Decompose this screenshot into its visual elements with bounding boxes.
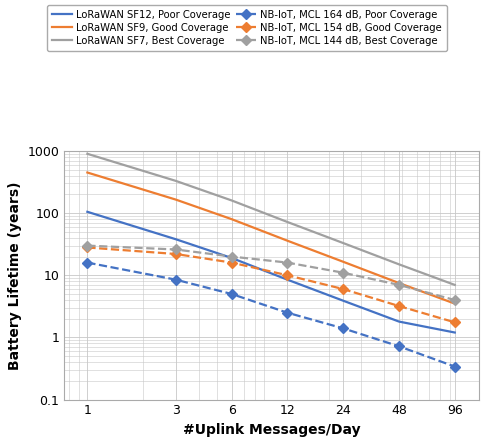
Line: NB-IoT, MCL 144 dB, Best Coverage: NB-IoT, MCL 144 dB, Best Coverage [83,242,458,304]
NB-IoT, MCL 154 dB, Good Coverage [340,286,346,292]
NB-IoT, MCL 144 dB, Best Coverage [84,243,90,248]
LoRaWAN SF12, Poor Coverage [229,255,235,261]
LoRaWAN SF9, Good Coverage [452,301,458,306]
Legend: LoRaWAN SF12, Poor Coverage, LoRaWAN SF9, Good Coverage, LoRaWAN SF7, Best Cover: LoRaWAN SF12, Poor Coverage, LoRaWAN SF9… [47,5,447,51]
NB-IoT, MCL 164 dB, Poor Coverage [285,310,290,315]
LoRaWAN SF9, Good Coverage [396,280,402,285]
NB-IoT, MCL 154 dB, Good Coverage [285,273,290,278]
LoRaWAN SF12, Poor Coverage [173,237,179,242]
NB-IoT, MCL 164 dB, Poor Coverage [452,364,458,369]
NB-IoT, MCL 154 dB, Good Coverage [229,260,235,265]
NB-IoT, MCL 144 dB, Best Coverage [452,297,458,303]
LoRaWAN SF9, Good Coverage [229,217,235,222]
LoRaWAN SF7, Best Coverage [396,262,402,267]
LoRaWAN SF12, Poor Coverage [396,319,402,324]
NB-IoT, MCL 164 dB, Poor Coverage [229,291,235,297]
Line: NB-IoT, MCL 164 dB, Poor Coverage: NB-IoT, MCL 164 dB, Poor Coverage [83,259,458,370]
LoRaWAN SF12, Poor Coverage [340,298,346,303]
NB-IoT, MCL 154 dB, Good Coverage [452,320,458,325]
LoRaWAN SF12, Poor Coverage [84,209,90,214]
LoRaWAN SF12, Poor Coverage [285,277,290,282]
LoRaWAN SF7, Best Coverage [173,178,179,183]
LoRaWAN SF9, Good Coverage [285,238,290,243]
LoRaWAN SF12, Poor Coverage [452,330,458,335]
LoRaWAN SF9, Good Coverage [340,259,346,265]
NB-IoT, MCL 154 dB, Good Coverage [84,245,90,250]
NB-IoT, MCL 144 dB, Best Coverage [340,270,346,275]
NB-IoT, MCL 144 dB, Best Coverage [173,247,179,252]
NB-IoT, MCL 164 dB, Poor Coverage [340,326,346,331]
Line: LoRaWAN SF9, Good Coverage: LoRaWAN SF9, Good Coverage [87,173,455,304]
LoRaWAN SF7, Best Coverage [340,240,346,246]
LoRaWAN SF7, Best Coverage [452,282,458,288]
NB-IoT, MCL 164 dB, Poor Coverage [173,277,179,282]
NB-IoT, MCL 164 dB, Poor Coverage [84,260,90,265]
LoRaWAN SF9, Good Coverage [173,197,179,202]
X-axis label: #Uplink Messages/Day: #Uplink Messages/Day [183,423,361,437]
NB-IoT, MCL 154 dB, Good Coverage [396,303,402,309]
LoRaWAN SF7, Best Coverage [84,151,90,156]
NB-IoT, MCL 144 dB, Best Coverage [285,260,290,265]
NB-IoT, MCL 154 dB, Good Coverage [173,251,179,257]
NB-IoT, MCL 144 dB, Best Coverage [229,254,235,259]
LoRaWAN SF7, Best Coverage [229,198,235,203]
NB-IoT, MCL 144 dB, Best Coverage [396,282,402,288]
Y-axis label: Battery Lifetime (years): Battery Lifetime (years) [8,181,22,369]
LoRaWAN SF9, Good Coverage [84,170,90,175]
Line: LoRaWAN SF12, Poor Coverage: LoRaWAN SF12, Poor Coverage [87,212,455,333]
Line: NB-IoT, MCL 154 dB, Good Coverage: NB-IoT, MCL 154 dB, Good Coverage [83,244,458,326]
NB-IoT, MCL 164 dB, Poor Coverage [396,344,402,349]
Line: LoRaWAN SF7, Best Coverage: LoRaWAN SF7, Best Coverage [87,154,455,285]
LoRaWAN SF7, Best Coverage [285,219,290,225]
